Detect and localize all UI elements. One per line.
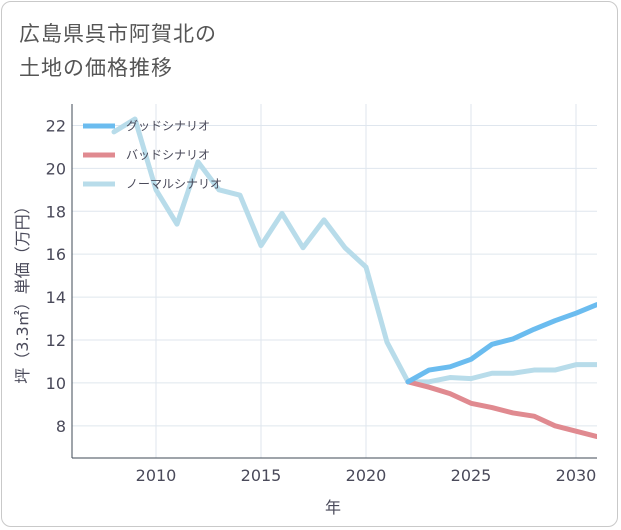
x-tick-label: 2030 (556, 466, 597, 485)
y-tick-label: 8 (56, 417, 66, 436)
series-line-2 (111, 116, 597, 385)
y-tick-label: 20 (46, 159, 66, 178)
y-axis-title: 坪（3.3㎡）単価（万円） (13, 198, 32, 383)
y-tick-label: 16 (46, 245, 66, 264)
chart-title-line-2: 土地の価格推移 (19, 56, 173, 80)
x-tick-label: 2015 (241, 466, 282, 485)
axes (71, 104, 597, 459)
x-tick-label: 2020 (346, 466, 387, 485)
legend-label-1: バッドシナリオ (126, 148, 210, 162)
y-tick-label: 18 (46, 202, 66, 221)
legend-label-2: ノーマルシナリオ (126, 177, 222, 191)
series-line-0 (405, 302, 597, 385)
y-tick-label: 10 (46, 374, 66, 393)
tick-labels: 2010 2015 2020 2025 2030 8 10 12 14 16 18 20 22 (46, 116, 597, 485)
chart-title: 広島県呉市阿賀北の 土地の価格推移 (19, 17, 217, 85)
y-tick-label: 22 (46, 116, 66, 135)
x-tick-label: 2025 (451, 466, 492, 485)
y-tick-label: 14 (46, 288, 66, 307)
series-layer (111, 116, 597, 440)
x-tick-label: 2010 (136, 466, 177, 485)
legend-label-0: グッドシナリオ (126, 119, 210, 133)
series-line-1 (405, 379, 597, 440)
chart-title-line-1: 広島県呉市阿賀北の (19, 22, 217, 46)
x-axis-title: 年 (325, 498, 341, 517)
y-tick-label: 12 (46, 331, 66, 350)
